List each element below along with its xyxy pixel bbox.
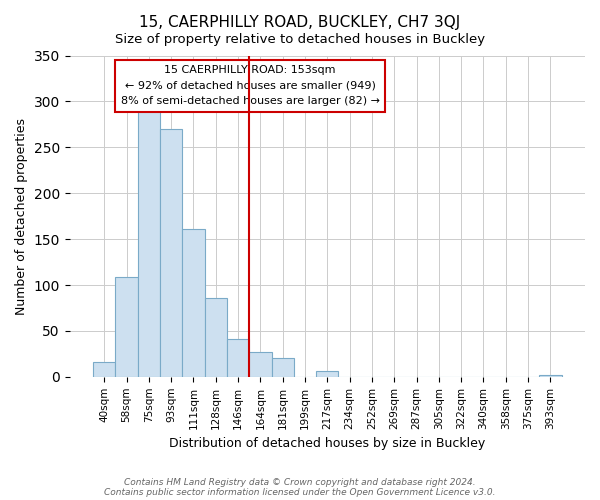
Bar: [93, 362, 115, 377]
Bar: [115, 277, 137, 377]
Bar: [316, 372, 338, 377]
Bar: [137, 108, 160, 377]
Bar: [539, 375, 562, 377]
Bar: [272, 358, 294, 377]
Bar: [160, 129, 182, 377]
Text: 15, CAERPHILLY ROAD, BUCKLEY, CH7 3QJ: 15, CAERPHILLY ROAD, BUCKLEY, CH7 3QJ: [139, 15, 461, 30]
Text: 15 CAERPHILLY ROAD: 153sqm
← 92% of detached houses are smaller (949)
8% of semi: 15 CAERPHILLY ROAD: 153sqm ← 92% of deta…: [121, 65, 380, 106]
Bar: [249, 352, 272, 377]
X-axis label: Distribution of detached houses by size in Buckley: Distribution of detached houses by size …: [169, 437, 485, 450]
Text: Contains HM Land Registry data © Crown copyright and database right 2024.
Contai: Contains HM Land Registry data © Crown c…: [104, 478, 496, 497]
Text: Size of property relative to detached houses in Buckley: Size of property relative to detached ho…: [115, 32, 485, 46]
Bar: [227, 339, 249, 377]
Y-axis label: Number of detached properties: Number of detached properties: [15, 118, 28, 314]
Bar: [182, 229, 205, 377]
Bar: [205, 298, 227, 377]
